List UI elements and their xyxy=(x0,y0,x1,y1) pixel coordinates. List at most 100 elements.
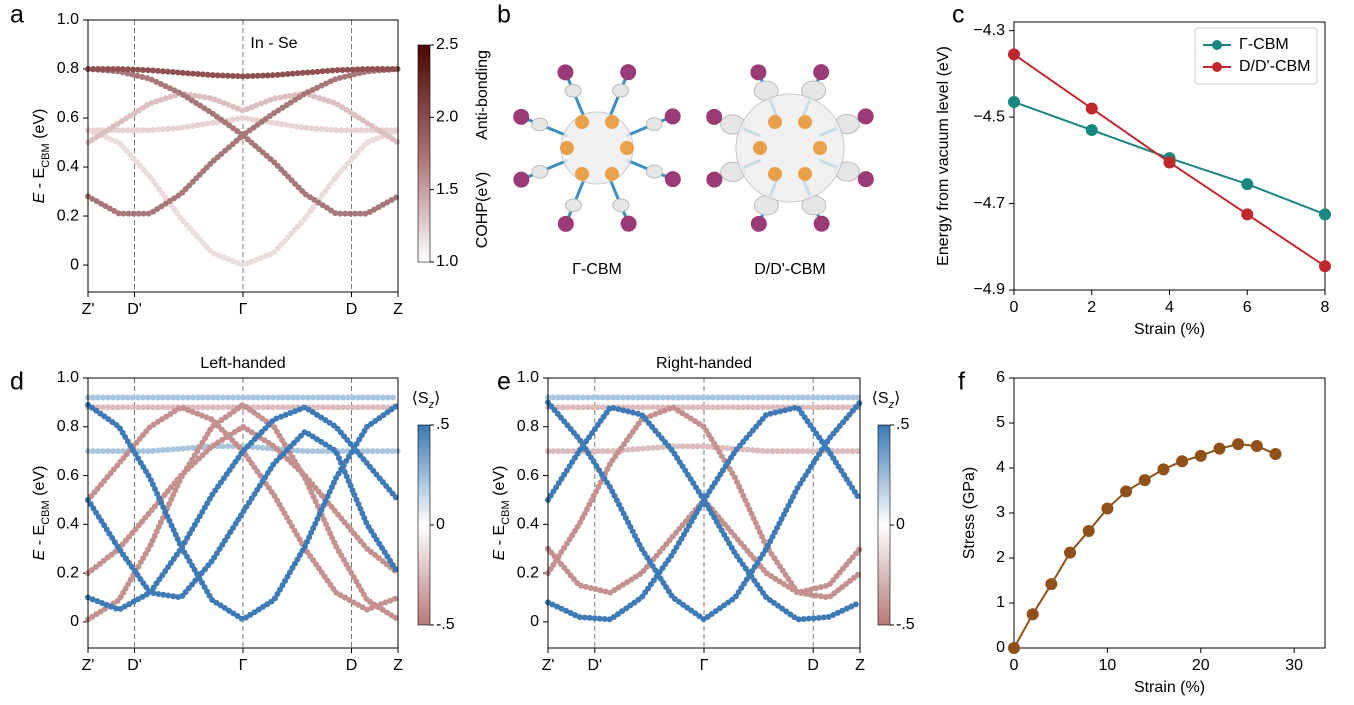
colorbar-label-part: ⟩ xyxy=(434,390,440,407)
marker xyxy=(1270,448,1282,460)
y-tick-label: 0.8 xyxy=(57,418,79,435)
x-tick-label: D' xyxy=(127,301,142,318)
colorbar-side-label: Anti-bonding xyxy=(474,50,491,140)
in-atom xyxy=(605,115,619,129)
colorbar-tick-label: 0 xyxy=(896,516,905,533)
se-atom xyxy=(665,108,681,124)
colorbar-tick-label: .5 xyxy=(896,416,909,433)
y-tick-label: 0.4 xyxy=(517,516,539,533)
in-atom xyxy=(798,115,812,129)
marker xyxy=(1086,102,1098,114)
legend-marker xyxy=(1212,40,1222,50)
orbital xyxy=(613,84,629,97)
colorbar xyxy=(418,425,430,625)
orbital xyxy=(532,165,548,178)
x-axis-label: Strain (%) xyxy=(1134,321,1205,338)
panel-label: b xyxy=(497,1,511,29)
marker xyxy=(1157,463,1169,475)
se-atom xyxy=(814,216,830,232)
chart-title: Left-handed xyxy=(200,355,285,372)
colorbar-tick-label: 2.0 xyxy=(436,109,458,126)
se-atom xyxy=(751,216,767,232)
y-tick-label: 0.2 xyxy=(57,207,79,224)
se-atom xyxy=(621,216,637,232)
panel-label: f xyxy=(958,368,965,396)
x-tick-label: 0 xyxy=(1010,299,1019,316)
chart-title: Right-handed xyxy=(656,355,752,372)
se-atom xyxy=(620,64,636,80)
marker xyxy=(1008,642,1020,654)
colorbar-tick-label: 2.5 xyxy=(436,36,458,53)
y-label-part: E xyxy=(31,549,48,560)
se-atom xyxy=(557,64,573,80)
colorbar-label: COHP(eV) xyxy=(474,172,491,248)
in-atom xyxy=(575,115,589,129)
orbital xyxy=(646,165,662,178)
y-tick-label: 0.2 xyxy=(57,564,79,581)
se-atom xyxy=(706,109,722,125)
y-label-part: CBM xyxy=(40,500,52,524)
y-tick-label: 1 xyxy=(996,594,1005,611)
orbital xyxy=(613,199,629,212)
x-tick-label: 10 xyxy=(1098,657,1116,674)
marker xyxy=(1164,156,1176,168)
y-tick-label: 0.4 xyxy=(57,516,79,533)
marker xyxy=(1232,438,1244,450)
se-atom xyxy=(558,216,574,232)
colorbar-label: ⟨Sz⟩ xyxy=(872,390,901,411)
marker xyxy=(1195,450,1207,462)
y-label-part: - E xyxy=(31,168,48,193)
y-tick-label: 1.0 xyxy=(57,11,79,28)
legend-label: Γ-CBM xyxy=(1239,36,1289,53)
panel-label: e xyxy=(497,368,511,396)
x-tick-label: 8 xyxy=(1321,299,1330,316)
colorbar xyxy=(418,45,430,262)
marker xyxy=(1241,208,1253,220)
colorbar-tick-label: 1.5 xyxy=(436,181,458,198)
y-tick-label: 6 xyxy=(996,369,1005,386)
marker xyxy=(1027,608,1039,620)
figure: a00.20.40.60.81.0Z'D'ΓDZE - ECBM (eV)In … xyxy=(0,0,1354,705)
plot-frame xyxy=(1014,378,1325,648)
caption: Γ-CBM xyxy=(572,261,622,278)
colorbar-label-part: ⟩ xyxy=(894,390,900,407)
x-tick-label: 6 xyxy=(1243,299,1252,316)
panel-label: a xyxy=(10,1,24,29)
y-tick-label: 5 xyxy=(996,414,1005,431)
se-atom xyxy=(513,172,529,188)
marker xyxy=(1139,474,1151,486)
marker xyxy=(1176,455,1188,467)
x-tick-label: Z' xyxy=(82,301,95,318)
panel-label: c xyxy=(952,1,965,29)
caption: D/D'-CBM xyxy=(754,261,826,278)
y-label-part: E xyxy=(491,549,508,560)
y-tick-label: 3 xyxy=(996,504,1005,521)
se-atom xyxy=(706,172,722,188)
panel-label: d xyxy=(10,368,24,396)
y-tick-label: 0 xyxy=(530,613,539,630)
legend-marker xyxy=(1212,62,1222,72)
x-tick-label: D' xyxy=(127,657,142,674)
x-tick-label: D xyxy=(807,657,819,674)
y-axis-label: Energy from vacuum level (eV) xyxy=(935,46,952,266)
se-atom xyxy=(513,109,529,125)
colorbar-tick-label: -.5 xyxy=(436,616,455,633)
x-tick-label: 0 xyxy=(1010,657,1019,674)
se-atom xyxy=(858,108,874,124)
in-atom xyxy=(560,141,574,155)
marker xyxy=(1008,96,1020,108)
y-tick-label: −4.9 xyxy=(973,281,1005,298)
marker xyxy=(1045,578,1057,590)
marker xyxy=(1064,547,1076,559)
y-tick-label: 2 xyxy=(996,549,1005,566)
x-tick-label: Z xyxy=(393,301,403,318)
x-tick-label: 30 xyxy=(1285,657,1303,674)
y-tick-label: 0.6 xyxy=(57,109,79,126)
annotation: In - Se xyxy=(250,35,297,52)
y-tick-label: 0.4 xyxy=(57,158,79,175)
y-label-part: CBM xyxy=(40,143,52,167)
marker xyxy=(1101,503,1113,515)
marker xyxy=(1319,260,1331,272)
in-atom xyxy=(620,141,634,155)
x-tick-label: 20 xyxy=(1192,657,1210,674)
